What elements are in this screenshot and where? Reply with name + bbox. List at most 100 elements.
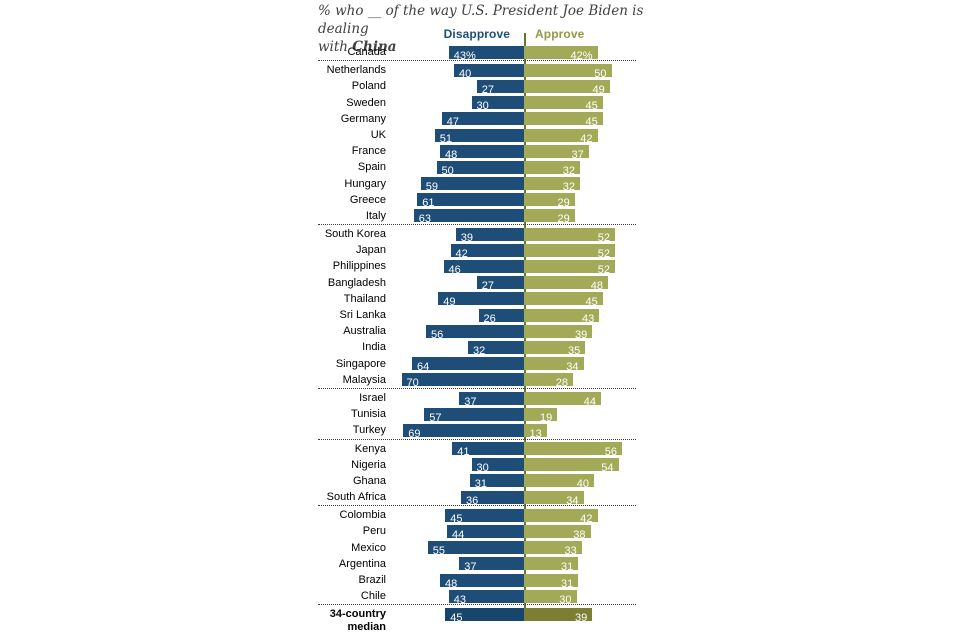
disapprove-bar: 61 <box>417 193 524 209</box>
table-row: Brazil 48 31 <box>318 572 640 590</box>
disapprove-value-label: 30 <box>476 100 489 113</box>
chart-title-line2-regular: with <box>318 39 353 55</box>
disapprove-value-label: 64 <box>417 361 430 374</box>
table-row: Mexico 55 33 <box>318 540 640 557</box>
approve-bar: 45 <box>524 112 603 128</box>
approve-bar: 35 <box>524 340 586 357</box>
approve-value-label: 34 <box>566 494 579 507</box>
disapprove-bar: 70 <box>401 373 524 389</box>
table-row: Poland 27 49 <box>318 78 640 96</box>
approve-bar: 33 <box>524 541 582 557</box>
bar-area: 49 45 <box>386 291 640 309</box>
country-label: Germany <box>340 112 386 125</box>
disapprove-bar: 37 <box>459 391 524 408</box>
approve-bar: 32 <box>524 160 580 177</box>
approve-bar: 31 <box>524 557 579 573</box>
bar-area: 42 52 <box>386 242 640 260</box>
rows: Canada 43% 42% Netherlands 40 50 Poland 27 49 Swe… <box>318 44 640 633</box>
disapprove-value-label: 44 <box>452 529 465 542</box>
table-row: Philippines 46 52 <box>318 258 640 276</box>
disapprove-bar: 44 <box>447 525 524 541</box>
bar-area: 43 30 <box>386 588 640 606</box>
table-row: Canada 43% 42% <box>318 44 640 62</box>
table-row: South Korea 39 52 <box>318 226 640 244</box>
bar-area: 64 34 <box>386 356 640 374</box>
table-row: Spain 50 32 <box>318 159 640 177</box>
chart-title-line2-bold: China <box>352 39 397 55</box>
disapprove-value-label: 56 <box>431 328 444 341</box>
disapprove-value-label: 57 <box>429 411 442 424</box>
bar-area: 61 29 <box>386 192 640 210</box>
bar-area: 45 39 <box>386 606 640 624</box>
approve-value-label: 45 <box>585 116 598 129</box>
bar-area: 69 13 <box>386 422 640 440</box>
approve-value-label: 39 <box>575 328 588 341</box>
approve-value-label: 29 <box>557 197 570 210</box>
table-row: Malaysia 70 28 <box>318 372 640 389</box>
chart-title-line2: with China <box>318 38 648 56</box>
disapprove-bar: 56 <box>426 324 524 341</box>
table-row: Hungary 59 32 <box>318 176 640 193</box>
disapprove-bar: 43% <box>448 45 524 62</box>
approve-value-label: 34 <box>566 361 579 374</box>
approve-bar: 13 <box>524 423 547 440</box>
approve-bar: 50 <box>524 63 612 80</box>
disapprove-bar: 40 <box>454 63 524 80</box>
approve-value-label: 44 <box>583 395 596 408</box>
disapprove-bar: 48 <box>440 573 524 590</box>
country-label: Greece <box>349 193 386 206</box>
country-label: Japan <box>356 244 386 257</box>
bar-area: 37 31 <box>386 556 640 573</box>
approve-value-label: 13 <box>529 427 542 440</box>
table-row: Argentina 37 31 <box>318 556 640 573</box>
table-row: Japan 42 52 <box>318 242 640 260</box>
country-label: Sweden <box>346 96 386 109</box>
approve-value-label: 42 <box>580 132 593 145</box>
table-row: Sri Lanka 26 43 <box>318 307 640 325</box>
table-row: Italy 63 29 <box>318 208 640 225</box>
disapprove-value-label: 42 <box>455 247 468 260</box>
approve-bar: 39 <box>524 607 593 624</box>
country-label: Peru <box>362 525 386 538</box>
bar-area: 47 45 <box>386 111 640 128</box>
country-label: France <box>351 145 386 158</box>
disapprove-bar: 45 <box>445 607 524 624</box>
disapprove-value-label: 69 <box>408 427 421 440</box>
approve-value-label: 49 <box>592 83 605 96</box>
table-row: Singapore 64 34 <box>318 356 640 374</box>
approve-value-label: 52 <box>597 264 610 277</box>
disapprove-value-label: 43% <box>453 49 476 62</box>
country-label: Malaysia <box>342 373 386 386</box>
table-row: Chile 43 30 <box>318 588 640 606</box>
approve-value-label: 35 <box>568 344 581 357</box>
table-row: Ghana 31 40 <box>318 473 640 490</box>
disapprove-bar: 42 <box>450 243 524 260</box>
country-label: Kenya <box>354 442 386 455</box>
country-label: Chile <box>360 590 386 603</box>
disapprove-value-label: 48 <box>445 148 458 161</box>
country-label: UK <box>370 128 386 141</box>
disapprove-value-label: 48 <box>445 577 458 590</box>
disapprove-value-label: 27 <box>481 83 494 96</box>
approve-bar: 44 <box>524 391 601 408</box>
disapprove-value-label: 45 <box>450 512 463 525</box>
bar-area: 48 31 <box>386 572 640 590</box>
disapprove-bar: 27 <box>476 276 524 292</box>
bar-area: 51 42 <box>386 127 640 145</box>
disapprove-bar: 41 <box>452 442 524 458</box>
country-label: Israel <box>359 391 386 404</box>
approve-bar: 29 <box>524 209 575 225</box>
disapprove-bar: 48 <box>440 144 524 161</box>
bar-area: 37 44 <box>386 390 640 408</box>
disapprove-bar: 51 <box>434 128 524 145</box>
country-label: South Africa <box>326 491 386 504</box>
disapprove-bar: 30 <box>471 96 524 112</box>
approve-value-label: 45 <box>585 296 598 309</box>
disapprove-bar: 39 <box>455 227 524 244</box>
approve-value-label: 52 <box>597 247 610 260</box>
bar-area: 39 52 <box>386 226 640 244</box>
disapprove-bar: 36 <box>461 490 524 507</box>
approve-bar: 43 <box>524 308 600 325</box>
approve-bar: 42 <box>524 508 598 525</box>
disapprove-bar: 26 <box>478 308 524 325</box>
